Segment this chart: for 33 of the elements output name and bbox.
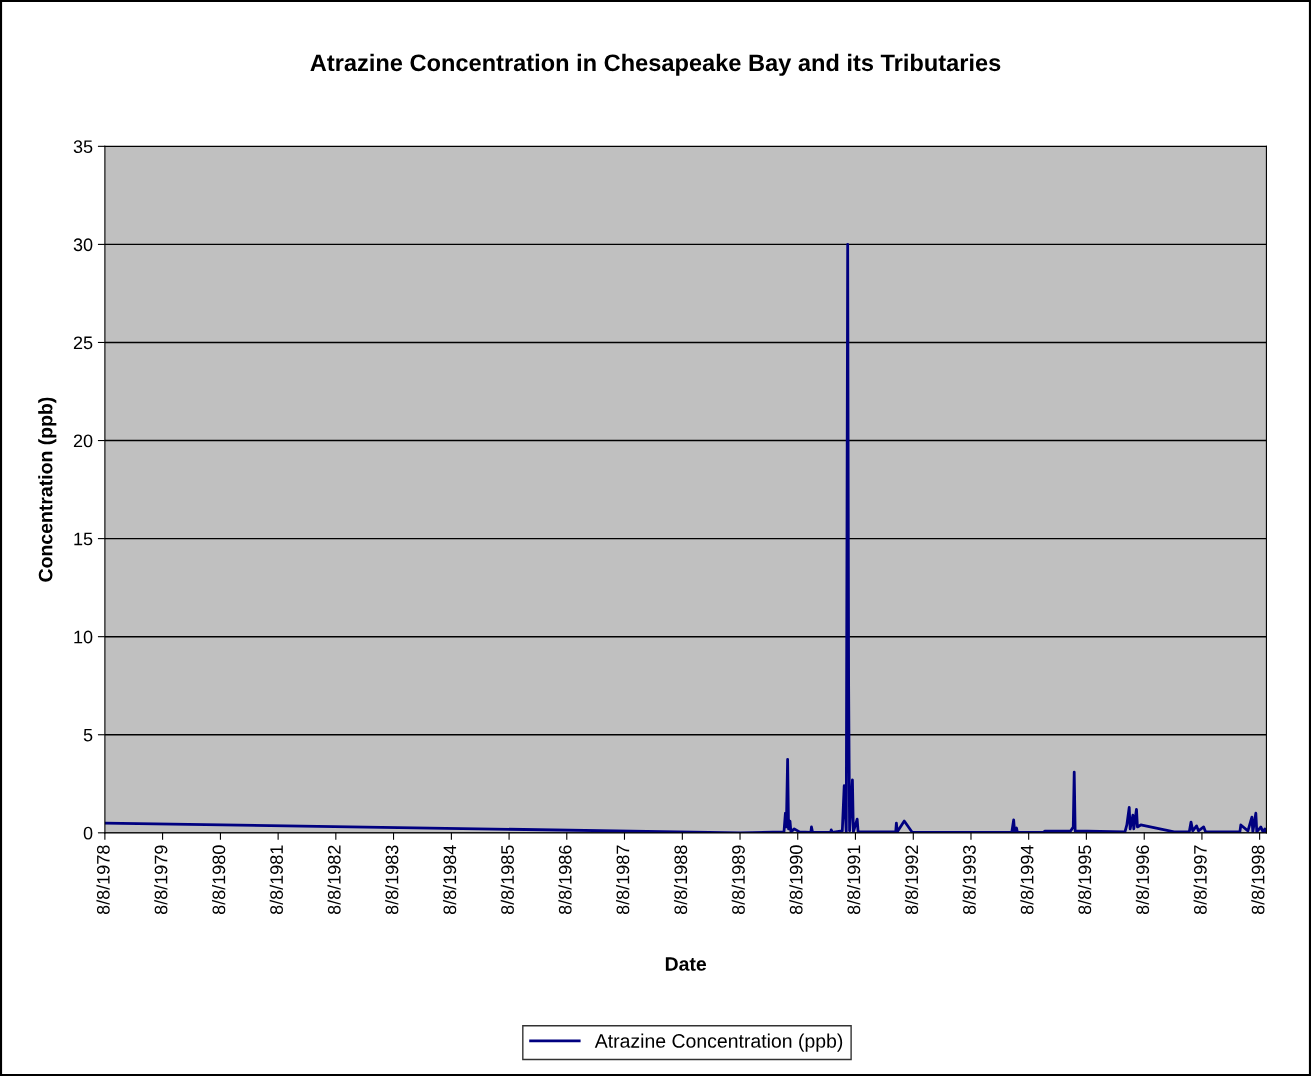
x-tick-label: 8/8/1996 xyxy=(1135,845,1150,915)
chart-title: Atrazine Concentration in Chesapeake Bay and its Tributaries xyxy=(310,53,1001,76)
y-tick-label: 35 xyxy=(73,140,93,154)
y-axis-title: Concentration (ppb) xyxy=(38,397,57,582)
x-tick-label: 8/8/1980 xyxy=(212,845,226,915)
x-axis-title: Date xyxy=(665,957,707,971)
x-tick-label: 8/8/1997 xyxy=(1193,845,1207,915)
y-tick-label: 0 xyxy=(83,826,93,840)
y-tick-label: 10 xyxy=(74,630,93,644)
y-tick-label: 25 xyxy=(73,336,93,350)
x-tick-label: 8/8/1984 xyxy=(442,845,457,915)
y-tick-label: 15 xyxy=(74,532,93,546)
x-tick-label: 8/8/1991 xyxy=(847,845,861,915)
x-tick-label: 8/8/1992 xyxy=(904,845,919,915)
x-tick-label: 8/8/1995 xyxy=(1077,845,1092,915)
legend-label: Atrazine Concentration (ppb) xyxy=(594,1033,843,1052)
y-tick-label: 20 xyxy=(73,434,93,448)
x-tick-label: 8/8/1988 xyxy=(673,845,688,915)
x-tick-label: 8/8/1982 xyxy=(327,845,341,915)
x-tick-label: 8/8/1998 xyxy=(1251,845,1265,915)
x-tick-label: 8/8/1987 xyxy=(616,845,630,915)
x-tick-label: 8/8/1978 xyxy=(96,845,110,915)
x-tick-label: 8/8/1986 xyxy=(558,845,572,915)
y-tick-label: 30 xyxy=(73,238,93,252)
x-tick-label: 8/8/1979 xyxy=(154,845,168,915)
y-tick-label: 5 xyxy=(83,728,93,742)
x-tick-label: 8/8/1981 xyxy=(269,845,283,915)
x-tick-label: 8/8/1994 xyxy=(1020,845,1034,915)
x-tick-label: 8/8/1983 xyxy=(385,845,399,915)
x-tick-label: 8/8/1989 xyxy=(731,845,745,915)
x-tick-label: 8/8/1993 xyxy=(962,845,976,915)
x-tick-label: 8/8/1985 xyxy=(500,845,514,915)
x-tick-label: 8/8/1990 xyxy=(789,845,803,915)
